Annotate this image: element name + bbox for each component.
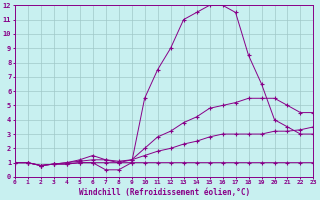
- X-axis label: Windchill (Refroidissement éolien,°C): Windchill (Refroidissement éolien,°C): [78, 188, 250, 197]
